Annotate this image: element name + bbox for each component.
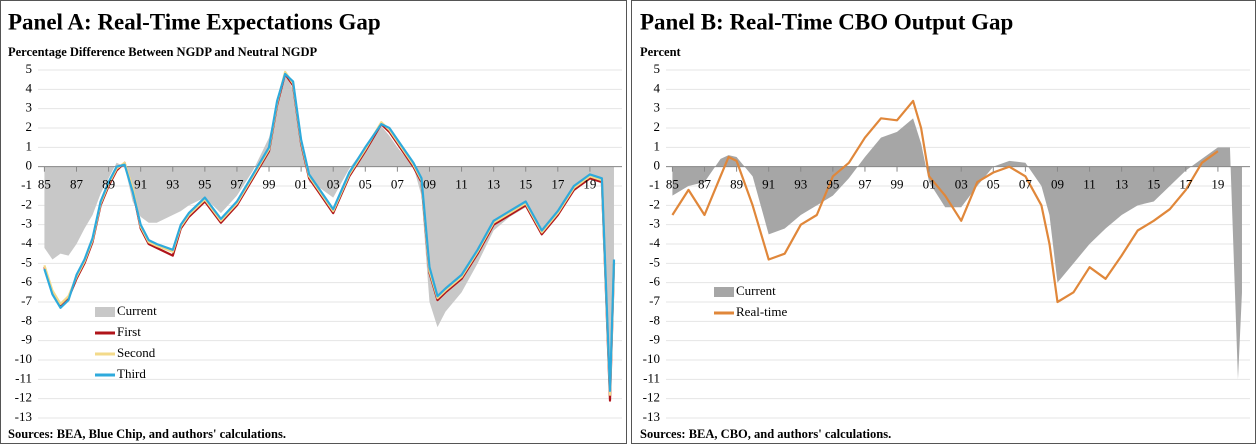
x-tick-label: 03 — [327, 177, 340, 192]
legend-label: Second — [117, 345, 156, 360]
y-tick-label: -5 — [21, 254, 32, 269]
y-tick-label: -7 — [21, 293, 32, 308]
x-tick-label: 15 — [519, 177, 532, 192]
line — [43, 72, 616, 392]
y-tick-label: 0 — [26, 158, 33, 173]
chart-title: Panel B: Real-Time CBO Output Gap — [640, 9, 1013, 34]
y-tick-label: -13 — [15, 409, 32, 424]
y-tick-label: 1 — [654, 138, 661, 153]
x-tick-label: 13 — [487, 177, 500, 192]
legend-label: Third — [117, 366, 146, 381]
y-tick-label: -10 — [15, 351, 32, 366]
plot-area — [38, 70, 622, 402]
x-tick-label: 95 — [826, 177, 839, 192]
y-tick-label: 1 — [26, 138, 33, 153]
y-tick-label: 5 — [26, 61, 33, 76]
x-tick-label: 07 — [1019, 177, 1033, 192]
x-tick-label: 91 — [762, 177, 775, 192]
panel-frame — [631, 0, 1256, 444]
x-tick-label: 17 — [1179, 177, 1193, 192]
y-tick-label: -2 — [649, 196, 660, 211]
y-tick-label: 3 — [654, 100, 661, 115]
x-tick-label: 99 — [891, 177, 904, 192]
area — [44, 73, 614, 389]
x-tick-label: 09 — [1051, 177, 1064, 192]
y-tick-label: -1 — [649, 177, 660, 192]
x-tick-label: 91 — [134, 177, 147, 192]
y-tick-label: -12 — [15, 390, 32, 405]
y-tick-label: 0 — [654, 158, 661, 173]
y-tick-label: -2 — [21, 196, 32, 211]
x-tick-label: 19 — [1211, 177, 1224, 192]
chart-title: Panel A: Real-Time Expectations Gap — [8, 9, 381, 34]
x-tick-label: 85 — [666, 177, 679, 192]
legend-label: Real-time — [736, 304, 787, 319]
y-tick-label: -8 — [21, 312, 32, 327]
y-tick-label: -7 — [649, 293, 660, 308]
y-tick-label: -9 — [21, 332, 32, 347]
x-tick-label: 15 — [1147, 177, 1160, 192]
y-tick-label: -5 — [649, 254, 660, 269]
y-tick-label: -11 — [15, 370, 32, 385]
x-tick-label: 17 — [551, 177, 565, 192]
x-tick-label: 03 — [955, 177, 968, 192]
y-tick-label: -9 — [649, 332, 660, 347]
y-tick-label: -11 — [643, 370, 660, 385]
chart-source: Sources: BEA, CBO, and authors' calculat… — [640, 427, 891, 441]
chart-source: Sources: BEA, Blue Chip, and authors' ca… — [8, 427, 286, 441]
y-tick-label: -10 — [643, 351, 660, 366]
x-tick-label: 93 — [794, 177, 807, 192]
panel-frame — [0, 0, 627, 444]
y-tick-label: -12 — [643, 390, 660, 405]
y-tick-label: 2 — [26, 119, 33, 134]
x-tick-label: 87 — [70, 177, 84, 192]
x-tick-label: 93 — [166, 177, 179, 192]
y-tick-label: -8 — [649, 312, 660, 327]
legend-label: Current — [736, 283, 776, 298]
plot-area — [666, 99, 1250, 380]
y-tick-label: -1 — [21, 177, 32, 192]
legend-swatch — [95, 307, 115, 317]
x-tick-label: 97 — [230, 177, 244, 192]
y-tick-label: -4 — [649, 235, 660, 250]
x-tick-label: 19 — [583, 177, 596, 192]
y-tick-label: -6 — [649, 274, 660, 289]
x-tick-label: 01 — [295, 177, 308, 192]
y-tick-label: 4 — [26, 80, 33, 95]
y-tick-label: 4 — [654, 80, 661, 95]
x-tick-label: 11 — [455, 177, 468, 192]
y-tick-label: -3 — [649, 216, 660, 231]
x-tick-label: 87 — [698, 177, 712, 192]
y-tick-label: 2 — [654, 119, 661, 134]
legend-swatch — [714, 287, 734, 297]
area — [672, 118, 1242, 380]
x-tick-label: 85 — [38, 177, 51, 192]
x-tick-label: 99 — [263, 177, 276, 192]
y-tick-label: -3 — [21, 216, 32, 231]
x-tick-label: 01 — [923, 177, 936, 192]
y-tick-label: -13 — [643, 409, 660, 424]
y-tick-label: -6 — [21, 274, 32, 289]
x-tick-label: 89 — [730, 177, 743, 192]
line — [671, 99, 1219, 304]
x-tick-label: 97 — [858, 177, 872, 192]
y-tick-label: 5 — [654, 61, 661, 76]
x-tick-label: 11 — [1083, 177, 1096, 192]
x-tick-label: 07 — [391, 177, 405, 192]
y-tick-label: -4 — [21, 235, 32, 250]
x-tick-label: 05 — [987, 177, 1000, 192]
x-tick-label: 89 — [102, 177, 115, 192]
chart-subtitle: Percent — [640, 45, 682, 59]
x-tick-label: 13 — [1115, 177, 1128, 192]
x-tick-label: 09 — [423, 177, 436, 192]
legend-label: Current — [117, 303, 157, 318]
y-tick-label: 3 — [26, 100, 33, 115]
legend-label: First — [117, 324, 141, 339]
chart-subtitle: Percentage Difference Between NGDP and N… — [8, 45, 318, 59]
x-tick-label: 95 — [198, 177, 211, 192]
x-tick-label: 05 — [359, 177, 372, 192]
